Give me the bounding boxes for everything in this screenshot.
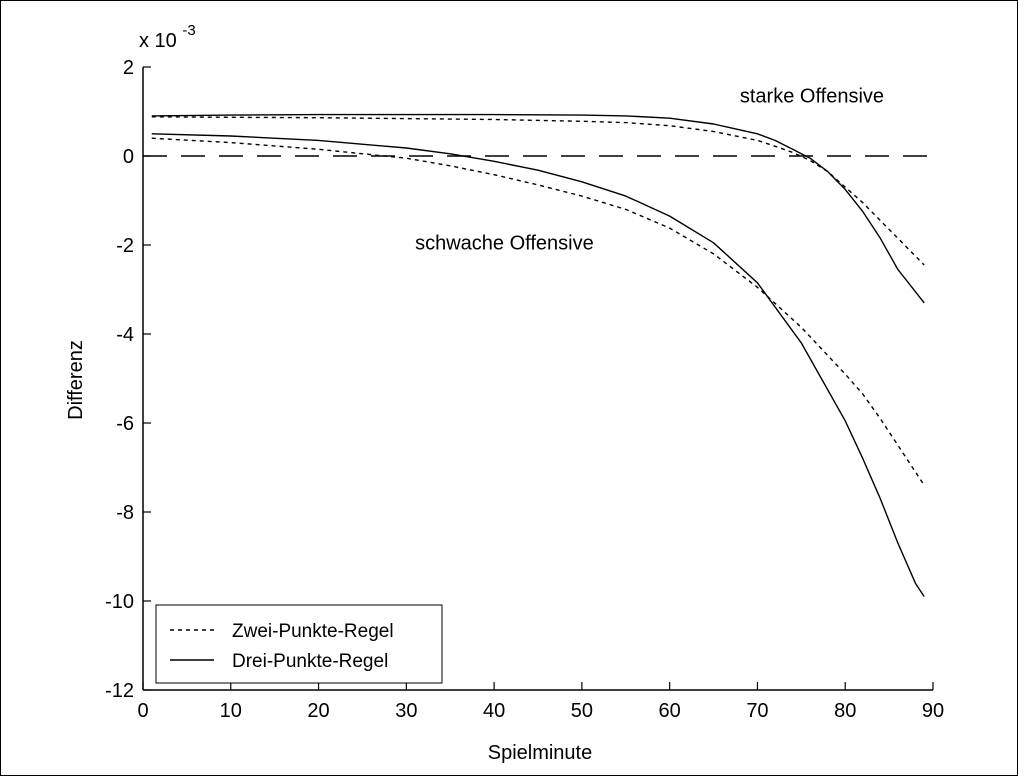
y-tick-label--12: -12 [105, 680, 134, 702]
y-tick-label-0: 0 [123, 146, 134, 168]
series-line-0-solid [151, 113, 925, 304]
series-layer [151, 113, 925, 597]
x-tick-label-60: 60 [659, 700, 681, 722]
legend-label-drei: Drei-Punkte-Regel [232, 651, 388, 672]
x-tick-label-0: 0 [137, 700, 148, 722]
x-axis-label: Spielminute [488, 742, 593, 764]
y-tick-label--6: -6 [116, 413, 134, 435]
annotation-starke-offensive: starke Offensive [740, 86, 884, 108]
y-tick-label--4: -4 [116, 324, 134, 346]
y-ticks: 2 0 -2 -4 -6 -8 -10 -12 [105, 57, 151, 702]
y-tick-label-2: 2 [123, 57, 134, 79]
x-tick-label-70: 70 [746, 700, 768, 722]
legend-label-zwei: Zwei-Punkte-Regel [232, 621, 394, 642]
annotation-schwache-offensive: schwache Offensive [415, 232, 594, 254]
series-line-1-dotted [151, 116, 925, 266]
y-exponent-prefix: x 10 [139, 30, 177, 52]
y-axis-label: Differenz [65, 340, 87, 420]
x-tick-label-40: 40 [483, 700, 505, 722]
x-tick-label-80: 80 [834, 700, 856, 722]
series-line-2-solid [151, 133, 925, 597]
plot-area [143, 67, 933, 690]
y-tick-label--2: -2 [116, 235, 134, 257]
y-tick-label--8: -8 [116, 502, 134, 524]
x-tick-label-50: 50 [571, 700, 593, 722]
x-tick-label-30: 30 [395, 700, 417, 722]
series-line-3-dotted [151, 137, 925, 486]
x-tick-label-90: 90 [922, 700, 944, 722]
x-tick-label-10: 10 [220, 700, 242, 722]
legend-box [155, 604, 443, 684]
x-tick-label-20: 20 [307, 700, 329, 722]
y-exponent-power: -3 [182, 22, 195, 39]
y-tick-label--10: -10 [105, 591, 134, 613]
x-ticks: 0 10 20 30 40 50 60 70 80 90 [137, 682, 944, 722]
legend: Zwei-Punkte-Regel Drei-Punkte-Regel [155, 604, 443, 684]
y-exponent-label: x 10 -3 [139, 22, 196, 52]
